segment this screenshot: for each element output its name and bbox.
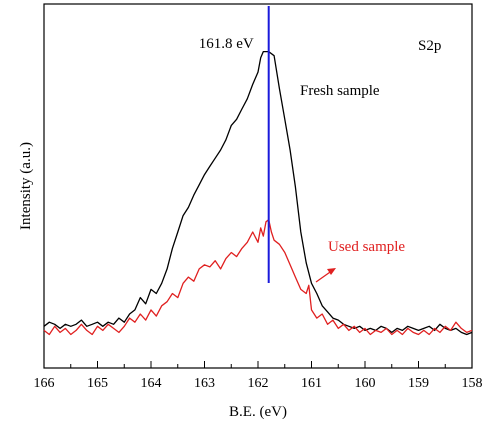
x-tick-label: 164: [141, 376, 162, 391]
series-line-used: [43, 219, 473, 336]
y-axis-label: Intensity (a.u.): [18, 142, 34, 230]
x-tick-label: 166: [34, 376, 55, 391]
plot-frame: [43, 3, 473, 369]
corner-label: S2p: [418, 38, 441, 54]
x-tick-label: 158: [462, 376, 483, 391]
x-axis-ticks: 166 165 164 163 162 161 160 159 158: [34, 361, 483, 391]
x-tick-label: 165: [87, 376, 108, 391]
x-tick-label: 163: [194, 376, 215, 391]
x-axis-label: B.E. (eV): [229, 404, 287, 420]
fresh-sample-label: Fresh sample: [300, 83, 380, 99]
x-tick-label: 161: [301, 376, 322, 391]
x-tick-label: 162: [248, 376, 269, 391]
marker-label: 161.8 eV: [199, 36, 254, 52]
x-tick-label: 159: [408, 376, 429, 391]
series-line-fresh: [43, 50, 473, 336]
used-sample-arrow: [315, 268, 336, 283]
x-tick-label: 160: [355, 376, 376, 391]
series-group: [43, 50, 473, 336]
used-sample-label: Used sample: [328, 239, 405, 255]
